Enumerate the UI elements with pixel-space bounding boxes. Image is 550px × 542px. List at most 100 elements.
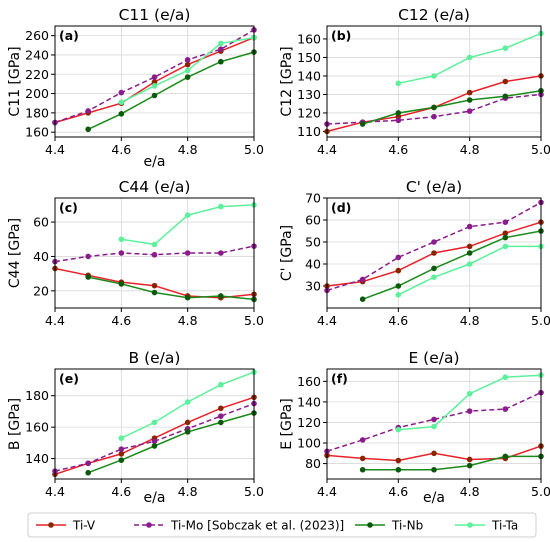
data-point <box>151 438 158 445</box>
data-point <box>466 108 473 114</box>
data-point <box>431 466 437 473</box>
data-point <box>184 250 191 256</box>
x-tick-label: 5.0 <box>244 484 264 499</box>
data-point <box>502 453 509 460</box>
data-point <box>359 455 366 462</box>
data-point <box>502 234 509 241</box>
data-point <box>466 89 473 96</box>
chart-panel-5: 4.4 4.6 4.8 5.0 140 160 180 B (e/a) (e) B [GPa] e/… <box>7 349 264 506</box>
y-tick-label: 180 <box>25 105 49 120</box>
data-point <box>431 73 437 79</box>
x-tick-label: 4.4 <box>45 484 65 499</box>
data-point <box>218 58 224 65</box>
chart-panel-2: 4.4 4.6 4.8 5.0 110 120 130 140 150 160 C12 (e/a) (… <box>279 6 550 157</box>
legend-marker <box>367 522 373 528</box>
y-tick-label: 60 <box>305 213 321 228</box>
data-point <box>151 251 158 258</box>
data-point <box>184 294 191 301</box>
data-point <box>431 274 437 281</box>
data-point <box>85 460 91 467</box>
data-point <box>218 381 224 388</box>
plot-frame <box>326 25 542 138</box>
legend-label: Ti-Mo [Sobczak et al. (2023)] <box>170 519 344 533</box>
x-axis-label: e/a <box>423 490 445 506</box>
data-point <box>431 239 437 245</box>
data-point <box>218 293 224 299</box>
y-tick-label: 70 <box>305 191 321 206</box>
y-tick-label: 140 <box>297 68 321 83</box>
panel-title: C12 (e/a) <box>398 6 470 24</box>
series-line <box>362 230 542 300</box>
data-point <box>85 253 91 260</box>
legend-marker <box>467 522 473 528</box>
y-tick-label: 220 <box>25 67 49 82</box>
panel-title: E (e/a) <box>408 349 459 367</box>
data-point <box>466 390 473 397</box>
x-tick-label: 4.4 <box>45 142 65 157</box>
y-tick-label: 140 <box>25 451 49 466</box>
x-tick-label: 4.8 <box>460 484 480 499</box>
data-point <box>395 117 402 124</box>
data-point <box>151 419 158 426</box>
y-tick-label: 240 <box>25 47 49 62</box>
data-point <box>118 446 125 452</box>
chart-panel-4: 4.4 4.6 4.8 5.0 30 40 50 60 70 C' (e/a) (d) C' [GPa… <box>279 178 550 328</box>
data-point <box>431 113 437 120</box>
y-axis-label: C44 [GPa] <box>7 218 23 288</box>
y-tick-label: 120 <box>297 415 321 430</box>
panel-label: (b) <box>331 28 351 43</box>
data-point <box>502 230 509 236</box>
data-point <box>151 74 158 80</box>
panel-label: (d) <box>331 200 351 215</box>
x-tick-label: 5.0 <box>244 142 264 157</box>
panel-label: (a) <box>59 28 79 43</box>
data-point <box>118 236 125 243</box>
data-point <box>151 282 158 289</box>
panel-title: B (e/a) <box>129 349 181 367</box>
data-point <box>151 92 158 99</box>
data-point <box>118 281 125 287</box>
data-point <box>218 413 224 419</box>
data-point <box>151 443 158 449</box>
x-tick-label: 4.4 <box>317 484 337 499</box>
y-axis-label: C' [GPa] <box>279 225 295 281</box>
data-point <box>118 435 125 441</box>
chart-panel-1: 4.4 4.6 4.8 5.0 160 180 200 220 240 260 C11 (e/a) (… <box>7 6 264 170</box>
data-point <box>151 79 158 85</box>
y-axis-label: C11 [GPa] <box>7 46 23 116</box>
data-point <box>502 219 509 225</box>
legend-label: Ti-Nb <box>391 519 423 533</box>
series-line <box>88 276 255 301</box>
data-point <box>395 466 402 473</box>
data-point <box>502 45 509 51</box>
data-point <box>85 469 91 476</box>
data-point <box>466 261 473 267</box>
y-tick-label: 160 <box>297 374 321 389</box>
data-point <box>218 46 224 52</box>
data-point <box>395 457 402 464</box>
data-point <box>395 80 402 87</box>
y-tick-label: 260 <box>25 28 49 43</box>
plot-frame <box>54 25 255 138</box>
y-tick-label: 20 <box>33 283 49 298</box>
series-line <box>87 51 255 130</box>
series-line <box>362 90 542 125</box>
data-point <box>395 283 402 289</box>
data-point <box>118 111 125 117</box>
data-point <box>502 406 509 412</box>
y-tick-label: 140 <box>297 394 321 409</box>
data-point <box>359 276 366 283</box>
y-tick-label: 160 <box>25 420 49 435</box>
x-tick-label: 4.6 <box>111 313 131 328</box>
data-point <box>431 450 437 457</box>
data-point <box>431 423 437 430</box>
x-axis-label: e/a <box>144 490 166 506</box>
data-point <box>466 97 473 103</box>
panel-title: C11 (e/a) <box>119 6 191 24</box>
data-point <box>184 212 191 218</box>
data-point <box>431 104 437 111</box>
x-tick-label: 5.0 <box>531 313 550 328</box>
y-tick-label: 40 <box>305 257 321 272</box>
y-tick-label: 80 <box>305 456 321 471</box>
